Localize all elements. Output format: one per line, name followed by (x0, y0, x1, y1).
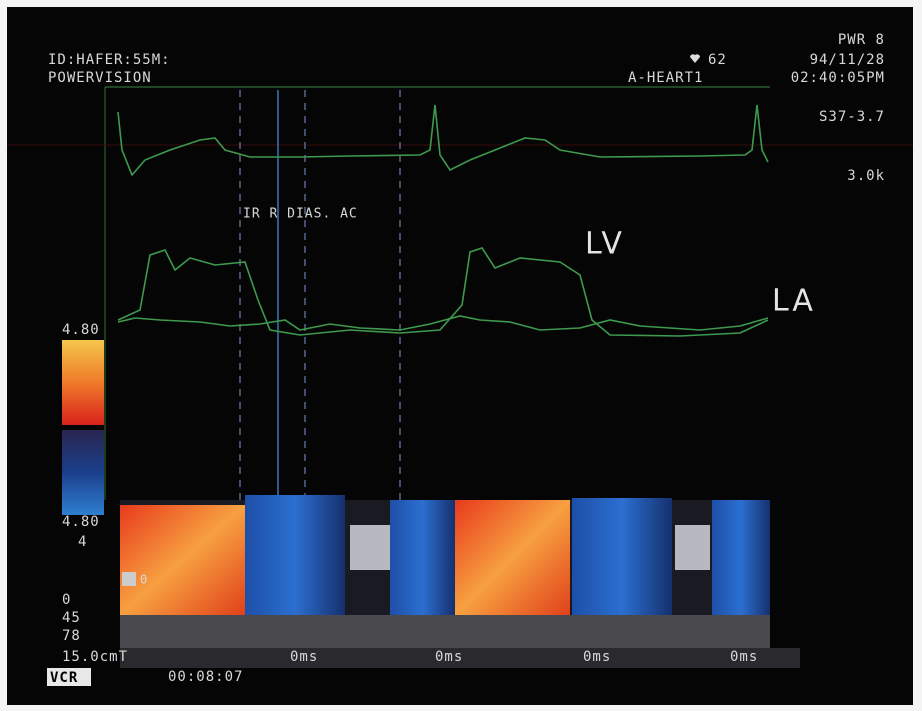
flow-reverse (572, 498, 672, 615)
color-bar-reverse (62, 430, 104, 515)
scale-top: 4.80 (62, 322, 100, 338)
time-label: 0ms (730, 649, 758, 665)
gain: 4 (78, 534, 87, 550)
flow-forward (120, 505, 245, 615)
scale-bottom: 4.80 (62, 514, 100, 530)
baseline-box (122, 572, 136, 586)
tissue (675, 525, 710, 570)
frequency: 3.0k (847, 168, 885, 184)
probe: S37-3.7 (819, 109, 885, 125)
time-label: 0ms (290, 649, 318, 665)
tissue-band (120, 615, 770, 650)
time-label: 0ms (583, 649, 611, 665)
patient-id: ID:HAFER:55M: (48, 52, 171, 68)
side-label: 0 (62, 592, 71, 608)
la-label: LA (772, 284, 816, 319)
heart-rate: 62 (708, 52, 727, 68)
vcr-label: VCR (50, 670, 78, 686)
side-label: 78 (62, 628, 81, 644)
flow-reverse (712, 500, 770, 615)
power: PWR 8 (838, 32, 885, 48)
side-label: 45 (62, 610, 81, 626)
ultrasound-screen: PWR 8 ID:HAFER:55M: 62 94/11/28 POWERVIS… (0, 0, 922, 711)
flow-reverse (245, 495, 345, 615)
tissue (350, 525, 390, 570)
date: 94/11/28 (810, 52, 885, 68)
phase-labels: IR R DIAS. AC (243, 207, 358, 222)
mode: POWERVISION (48, 70, 152, 86)
preset: A-HEART1 (628, 70, 703, 86)
flow-reverse (390, 500, 455, 615)
lv-label: LV (585, 227, 625, 262)
depth: 15.0cmT (62, 649, 128, 665)
baseline-marker: 0 (140, 573, 148, 587)
color-bar-forward (62, 340, 104, 425)
time-label: 0ms (435, 649, 463, 665)
flow-forward (455, 500, 570, 615)
counter: 00:08:07 (168, 669, 243, 685)
time: 02:40:05PM (791, 70, 885, 86)
